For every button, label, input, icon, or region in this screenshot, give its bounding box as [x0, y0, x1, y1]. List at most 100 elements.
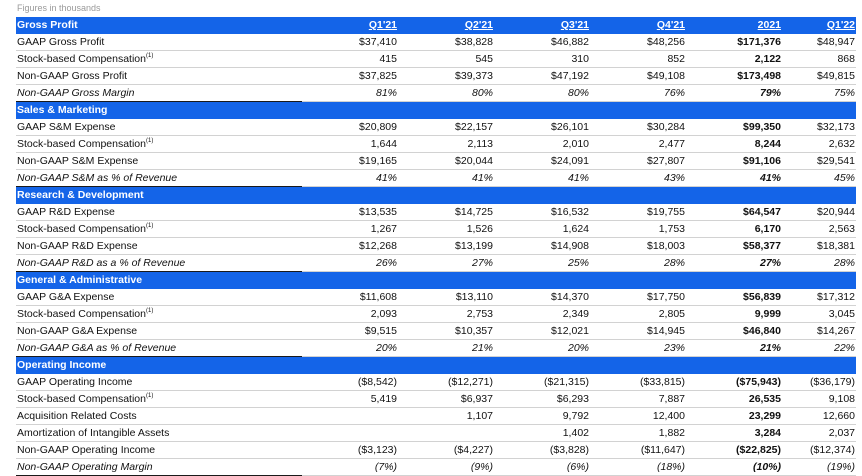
row-label-text: Non-GAAP Operating Income	[17, 444, 156, 456]
column-header: Q4'21	[590, 17, 686, 34]
column-header: Q1'21	[302, 17, 398, 34]
row-label: Stock-based Compensation(1)	[16, 305, 302, 323]
value-cell: 3,284	[686, 424, 782, 442]
financial-table: Gross Profit Q1'21 Q2'21 Q3'21 Q4'21 2021 Q1'2…	[16, 17, 856, 476]
row-label-text: Acquisition Related Costs	[17, 410, 137, 422]
value-cell: 45%	[782, 169, 856, 187]
value-cell: 868	[782, 50, 856, 68]
value-cell: $171,376	[686, 33, 782, 51]
column-header: Q3'21	[494, 17, 590, 34]
row-label: Non-GAAP Gross Margin	[16, 84, 302, 102]
row-label: Stock-based Compensation(1)	[16, 220, 302, 238]
value-cell: 1,753	[590, 220, 686, 238]
value-cell: 2,753	[398, 305, 494, 323]
value-cell: (6%)	[494, 458, 590, 476]
value-cell: 545	[398, 50, 494, 68]
value-cell: $6,937	[398, 390, 494, 408]
row-label-text: Non-GAAP Gross Margin	[17, 87, 135, 99]
value-cell: 79%	[686, 84, 782, 102]
value-cell: $29,541	[782, 152, 856, 170]
value-cell: $48,256	[590, 33, 686, 51]
value-cell: 2,037	[782, 424, 856, 442]
value-cell: $49,815	[782, 67, 856, 85]
value-cell: $14,725	[398, 203, 494, 221]
value-cell: ($21,315)	[494, 373, 590, 391]
value-cell: 27%	[686, 254, 782, 272]
section-header-gross-profit: Gross Profit Q1'21 Q2'21 Q3'21 Q4'21 2021 Q1'2…	[16, 17, 856, 34]
value-cell: 9,999	[686, 305, 782, 323]
row-label: Non-GAAP Operating Income	[16, 441, 302, 459]
value-cell: 20%	[302, 339, 398, 357]
table-row: GAAP G&A Expense $11,608 $13,110 $14,370 $17…	[16, 288, 856, 306]
value-cell: $17,312	[782, 288, 856, 306]
value-cell	[302, 407, 398, 425]
value-cell: $20,809	[302, 118, 398, 136]
value-cell: 43%	[590, 169, 686, 187]
value-cell: $14,267	[782, 322, 856, 340]
section-header-general-administrative: General & Administrative	[16, 271, 856, 289]
table-row: Non-GAAP R&D Expense $12,268 $13,199 $14,90…	[16, 237, 856, 255]
value-cell: $46,882	[494, 33, 590, 51]
row-label: Non-GAAP R&D as a % of Revenue	[16, 254, 302, 272]
row-label-text: Non-GAAP G&A Expense	[17, 325, 138, 337]
section-header-cell	[398, 186, 494, 204]
value-cell: ($75,943)	[686, 373, 782, 391]
value-cell: (18%)	[590, 458, 686, 476]
value-cell: 2,563	[782, 220, 856, 238]
row-label: GAAP Operating Income	[16, 373, 302, 391]
units-note: Figures in thousands	[17, 3, 101, 13]
value-cell: 1,107	[398, 407, 494, 425]
section-header-cell	[398, 101, 494, 119]
value-cell: 2,805	[590, 305, 686, 323]
value-cell: $99,350	[686, 118, 782, 136]
value-cell: 852	[590, 50, 686, 68]
section-header-cell	[302, 356, 398, 374]
row-label-text: Non-GAAP R&D as a % of Revenue	[17, 257, 186, 269]
value-cell: 41%	[494, 169, 590, 187]
value-cell: 41%	[398, 169, 494, 187]
value-cell: ($8,542)	[302, 373, 398, 391]
value-cell: ($12,374)	[782, 441, 856, 459]
value-cell: $56,839	[686, 288, 782, 306]
value-cell: 2,093	[302, 305, 398, 323]
section-header-cell	[686, 186, 782, 204]
value-cell: 9,792	[494, 407, 590, 425]
footnote-marker: (1)	[146, 393, 154, 399]
row-label: Stock-based Compensation(1)	[16, 135, 302, 153]
row-label-text: Stock-based Compensation	[17, 393, 146, 405]
value-cell: 1,644	[302, 135, 398, 153]
value-cell: 28%	[590, 254, 686, 272]
table-row: Stock-based Compensation(1) 5,419 $6,937 $6…	[16, 390, 856, 408]
row-label: GAAP Gross Profit	[16, 33, 302, 51]
value-cell: 2,113	[398, 135, 494, 153]
row-label: GAAP R&D Expense	[16, 203, 302, 221]
value-cell: $14,908	[494, 237, 590, 255]
section-header-sales-marketing: Sales & Marketing	[16, 101, 856, 119]
section-header-cell	[302, 271, 398, 289]
section-header-cell	[782, 271, 856, 289]
table-row: Non-GAAP S&M as % of Revenue 41% 41% 41% 43%…	[16, 169, 856, 187]
value-cell: $46,840	[686, 322, 782, 340]
section-header-research-development: Research & Development	[16, 186, 856, 204]
value-cell: 8,244	[686, 135, 782, 153]
row-label: Non-GAAP G&A Expense	[16, 322, 302, 340]
section-header-cell	[398, 356, 494, 374]
row-label-text: Non-GAAP Gross Profit	[17, 70, 128, 82]
value-cell: 23%	[590, 339, 686, 357]
section-header-cell	[302, 101, 398, 119]
value-cell: 1,624	[494, 220, 590, 238]
value-cell: 7,887	[590, 390, 686, 408]
value-cell: 27%	[398, 254, 494, 272]
value-cell: $18,381	[782, 237, 856, 255]
row-label: Acquisition Related Costs	[16, 407, 302, 425]
column-header: Q1'22	[782, 17, 856, 34]
value-cell: $38,828	[398, 33, 494, 51]
value-cell: 6,170	[686, 220, 782, 238]
section-header-cell	[590, 271, 686, 289]
table-row: Stock-based Compensation(1) 415 545 310 852 2…	[16, 50, 856, 68]
section-header-cell	[590, 101, 686, 119]
row-label: Non-GAAP R&D Expense	[16, 237, 302, 255]
section-header-operating-income: Operating Income	[16, 356, 856, 374]
value-cell: $49,108	[590, 67, 686, 85]
value-cell: $16,532	[494, 203, 590, 221]
